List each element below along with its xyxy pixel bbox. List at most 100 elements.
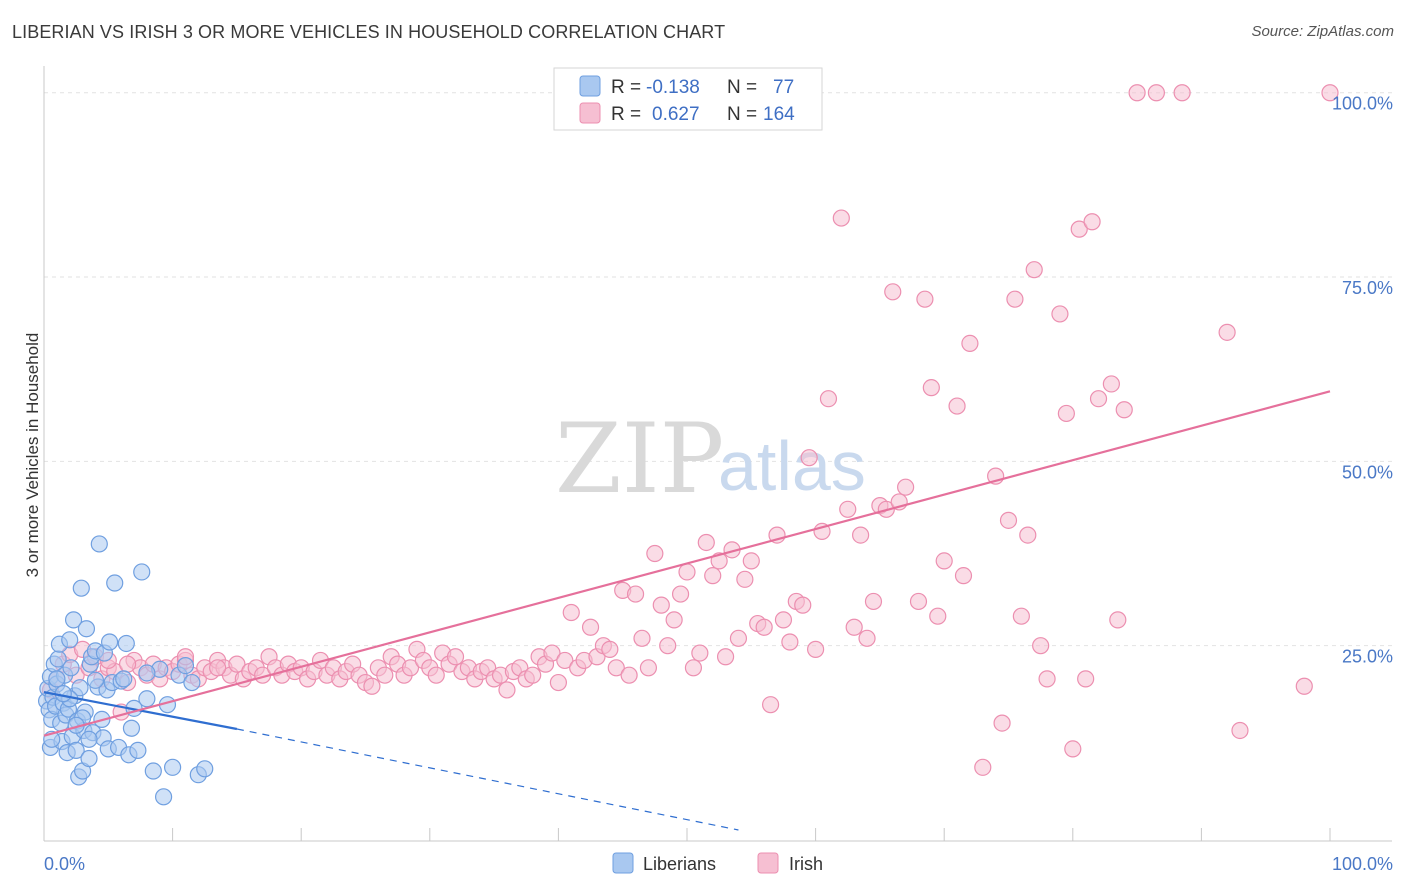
- irish-point: [1038, 670, 1056, 688]
- liberian-point: [154, 788, 173, 806]
- irish-point: [1019, 526, 1037, 544]
- correlation-legend: R = -0.138 N = 77 R = 0.627 N = 164: [553, 67, 823, 131]
- tick-labels: 25.0% 50.0% 75.0% 100.0% 0.0% 100.0%: [44, 94, 1393, 874]
- irish-point: [993, 714, 1011, 732]
- irish-point: [1083, 213, 1101, 231]
- liberian-point: [80, 749, 98, 768]
- series-legend: Liberians Irish: [612, 852, 823, 874]
- irish-point: [1089, 390, 1108, 408]
- irish-point: [665, 611, 683, 629]
- irish-point: [1077, 670, 1095, 688]
- x-tick-label-min: 0.0%: [44, 854, 85, 874]
- irish-point: [729, 629, 748, 647]
- liberian-point: [72, 579, 90, 597]
- liberian-point: [54, 685, 72, 703]
- irish-point: [781, 633, 799, 651]
- irish-point: [581, 618, 600, 636]
- irish-point: [639, 659, 658, 677]
- y-tick-label: 50.0%: [1342, 462, 1393, 482]
- irish-point: [916, 290, 934, 308]
- irish-point: [1173, 84, 1191, 102]
- irish-point: [935, 552, 953, 570]
- irish-point: [1115, 401, 1133, 419]
- irish-point: [1102, 375, 1120, 393]
- liberian-point: [71, 679, 89, 697]
- irish-point: [716, 648, 735, 666]
- liberian-point: [196, 760, 214, 778]
- irish-point: [626, 585, 645, 603]
- irish-point: [620, 666, 638, 684]
- liberian-point: [144, 762, 162, 780]
- legend-r-label-1: R =: [611, 77, 641, 98]
- irish-point: [1025, 261, 1043, 279]
- liberian-point: [106, 574, 124, 592]
- irish-point: [363, 677, 381, 695]
- irish-point: [446, 648, 465, 666]
- liberian-point: [129, 741, 147, 759]
- irish-point: [671, 585, 690, 603]
- chart-title: LIBERIAN VS IRISH 3 OR MORE VEHICLES IN …: [12, 22, 726, 42]
- irish-point: [228, 655, 246, 673]
- irish-point: [562, 603, 580, 622]
- irish-point: [961, 334, 979, 353]
- irish-point: [839, 500, 857, 518]
- liberian-points: [37, 535, 214, 806]
- irish-point: [659, 637, 677, 655]
- irish-point: [832, 209, 850, 227]
- liberian-point: [138, 664, 156, 682]
- y-tick-label: 100.0%: [1332, 94, 1393, 114]
- irish-point: [948, 397, 966, 415]
- liberian-point: [86, 671, 105, 689]
- irish-point: [1128, 84, 1146, 102]
- irish-point: [498, 681, 516, 699]
- irish-point: [974, 758, 992, 776]
- irish-point: [646, 544, 664, 563]
- liberian-point: [176, 656, 195, 675]
- irish-point: [864, 592, 883, 611]
- liberian-point: [67, 741, 85, 759]
- irish-point: [929, 607, 947, 625]
- liberian-point: [77, 620, 96, 638]
- x-tick-label-max: 100.0%: [1332, 854, 1393, 874]
- watermark: ZIP atlas: [555, 403, 866, 515]
- legend-swatch-irish: [579, 102, 601, 124]
- trend-lines: [43, 390, 1331, 831]
- irish-point: [633, 629, 651, 647]
- bottom-legend-swatch-irish: [757, 852, 779, 874]
- liberian-point: [117, 634, 135, 653]
- legend-n-value-2: 164: [763, 104, 795, 125]
- irish-point: [922, 379, 940, 397]
- legend-n-label-1: N =: [727, 77, 757, 98]
- irish-point: [845, 618, 863, 636]
- liberian-point: [164, 758, 182, 776]
- irish-point: [601, 640, 619, 658]
- irish-point: [736, 570, 754, 588]
- irish-point: [742, 552, 760, 570]
- irish-point: [549, 673, 568, 692]
- irish-point: [1295, 677, 1313, 695]
- irish-point: [1218, 323, 1236, 341]
- irish-point: [1032, 637, 1050, 655]
- irish-point: [1064, 740, 1082, 758]
- irish-point: [806, 640, 825, 658]
- legend-r-value-1: -0.138: [646, 77, 700, 98]
- irish-point: [884, 283, 902, 301]
- liberian-point: [138, 690, 156, 708]
- legend-n-value-1: 77: [773, 77, 794, 98]
- irish-point: [852, 526, 870, 544]
- legend-r-label-2: R =: [611, 104, 641, 125]
- irish-point: [819, 390, 838, 408]
- irish-point: [401, 659, 420, 677]
- liberian-point: [80, 730, 98, 748]
- irish-point: [1051, 305, 1069, 323]
- liberian-point: [62, 659, 80, 677]
- irish-point: [697, 533, 715, 552]
- legend-n-label-2: N =: [727, 104, 757, 125]
- irish-point: [1006, 290, 1024, 308]
- legend-r-value-2: 0.627: [652, 104, 700, 125]
- irish-point: [607, 659, 625, 677]
- liberian-point: [61, 631, 79, 649]
- irish-point: [800, 449, 818, 467]
- irish-point: [1109, 611, 1127, 629]
